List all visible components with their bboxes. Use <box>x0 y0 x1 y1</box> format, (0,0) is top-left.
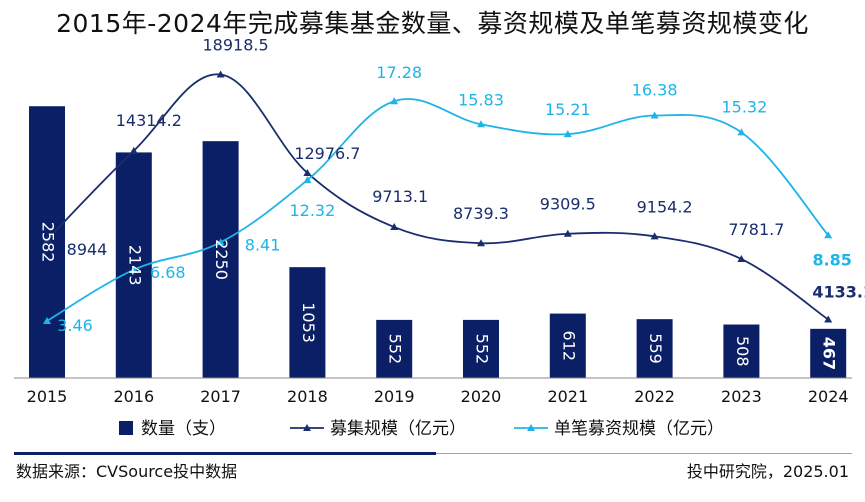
point-per-fund-scale-2022 <box>650 111 659 119</box>
point-per-fund-scale-2019 <box>390 97 399 105</box>
x-tick-label-2018: 2018 <box>287 387 328 406</box>
point-fund-scale-2015 <box>43 235 51 243</box>
legend-swatch-count <box>119 421 133 435</box>
footer-rule-accent <box>14 452 436 455</box>
point-fund-scale-2017 <box>216 70 225 78</box>
bar-label-2019: 552 <box>386 334 405 365</box>
bar-label-2021: 612 <box>559 331 578 362</box>
bar-label-2018: 1053 <box>299 302 318 343</box>
point-fund-scale-2024 <box>824 315 833 323</box>
label-per-fund-scale-2022: 16.38 <box>632 81 678 100</box>
legend-label-count: 数量（支） <box>141 419 226 439</box>
bar-2020 <box>463 319 499 378</box>
lines-layer <box>43 70 833 324</box>
point-fund-scale-2019 <box>390 223 399 231</box>
x-tick-label-2020: 2020 <box>461 387 502 406</box>
labels-layer: 2582 2143 2250 1053 552 552 612 559 508 467 8944 14… <box>39 36 865 371</box>
label-per-fund-scale-2019: 17.28 <box>376 63 422 82</box>
point-fund-scale-2016 <box>129 146 138 154</box>
chart-title: 2015年-2024年完成募集基金数量、募资规模及单笔募资规模变化 <box>56 9 809 38</box>
label-fund-scale-2018: 12976.7 <box>294 144 360 163</box>
bar-label-2016: 2143 <box>125 245 144 286</box>
x-tick-label-2019: 2019 <box>374 387 415 406</box>
x-tick-label-2021: 2021 <box>547 387 588 406</box>
bar-label-2017: 2250 <box>212 239 231 280</box>
bar-2022 <box>636 319 673 378</box>
label-per-fund-scale-2024: 8.85 <box>812 250 851 269</box>
legend-marker-per-fund-scale <box>527 424 535 431</box>
point-fund-scale-2018 <box>303 168 312 176</box>
bar-label-2023: 508 <box>733 336 752 367</box>
source-note: 数据来源：CVSource投中数据 <box>16 462 238 481</box>
label-fund-scale-2023: 7781.7 <box>728 220 784 239</box>
line-fund-scale <box>46 73 829 321</box>
bars-layer <box>29 106 847 379</box>
label-per-fund-scale-2016: 6.68 <box>150 263 186 282</box>
x-tick-label-2022: 2022 <box>634 387 675 406</box>
point-fund-scale-2023 <box>737 255 746 263</box>
point-fund-scale-2022 <box>650 232 659 240</box>
label-fund-scale-2017: 18918.5 <box>203 36 269 55</box>
point-per-fund-scale-2020 <box>477 120 485 128</box>
point-per-fund-scale-2021 <box>563 130 572 138</box>
label-per-fund-scale-2021: 15.21 <box>545 100 591 119</box>
bar-2018 <box>289 267 326 378</box>
legend: 数量（支） 募集规模（亿元） 单笔募资规模（亿元） <box>119 419 724 439</box>
bar-2021 <box>549 313 586 378</box>
bar-label-2020: 552 <box>473 334 492 365</box>
label-fund-scale-2020: 8739.3 <box>453 204 509 223</box>
point-per-fund-scale-2015 <box>43 316 51 324</box>
label-fund-scale-2019: 9713.1 <box>372 187 428 206</box>
x-tick-label-2016: 2016 <box>113 387 154 406</box>
legend-marker-fund-scale <box>303 424 311 431</box>
point-per-fund-scale-2018 <box>303 176 312 184</box>
bar-2024 <box>810 328 847 378</box>
point-per-fund-scale-2024 <box>824 231 833 239</box>
label-fund-scale-2022: 9154.2 <box>637 197 693 216</box>
point-fund-scale-2021 <box>563 229 572 237</box>
label-fund-scale-2016: 14314.2 <box>116 111 182 130</box>
bar-label-2024: 467 <box>820 337 839 370</box>
label-per-fund-scale-2020: 15.83 <box>458 90 504 109</box>
chart-canvas: 2582 2143 2250 1053 552 552 612 559 508 467 8944 14… <box>14 36 865 439</box>
label-per-fund-scale-2023: 15.32 <box>721 97 767 116</box>
x-tick-label-2017: 2017 <box>200 387 241 406</box>
label-per-fund-scale-2017: 8.41 <box>245 235 281 254</box>
line-per-fund-scale <box>46 98 829 322</box>
bar-2023 <box>723 324 760 378</box>
bar-label-2022: 559 <box>646 333 665 364</box>
point-fund-scale-2020 <box>477 239 485 247</box>
axis-layer: 2015 2016 2017 2018 2019 2020 2021 2022 2023 2024 <box>14 377 852 406</box>
label-fund-scale-2015: 8944 <box>67 240 108 259</box>
legend-label-per-fund-scale: 单笔募资规模（亿元） <box>554 419 724 439</box>
label-per-fund-scale-2015: 3.46 <box>57 316 93 335</box>
bar-label-2015: 2582 <box>39 222 58 263</box>
label-fund-scale-2021: 9309.5 <box>540 195 596 214</box>
x-tick-label-2024: 2024 <box>808 387 849 406</box>
label-fund-scale-2024: 4133.1 <box>812 283 865 302</box>
credit-note: 投中研究院，2025.01 <box>686 462 849 481</box>
point-per-fund-scale-2016 <box>129 265 138 273</box>
bar-2017 <box>202 141 239 378</box>
legend-label-fund-scale: 募集规模（亿元） <box>330 419 466 439</box>
footer-rule <box>436 453 852 454</box>
x-tick-label-2023: 2023 <box>721 387 762 406</box>
bar-2019 <box>376 319 413 378</box>
label-per-fund-scale-2018: 12.32 <box>289 201 335 220</box>
point-per-fund-scale-2017 <box>216 238 225 246</box>
point-per-fund-scale-2023 <box>737 128 746 136</box>
x-tick-label-2015: 2015 <box>27 387 68 406</box>
